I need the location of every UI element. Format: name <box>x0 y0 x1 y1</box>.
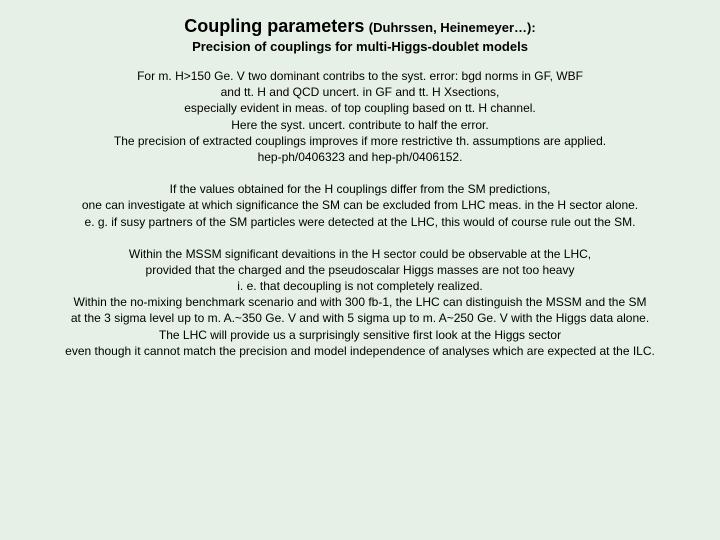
title-line: Coupling parameters (Duhrssen, Heinemeye… <box>18 16 702 37</box>
para1-line6: hep-ph/0406323 and hep-ph/0406152. <box>18 149 702 165</box>
para3-line1: Within the MSSM significant devaitions i… <box>18 246 702 262</box>
paragraph-1: For m. H>150 Ge. V two dominant contribs… <box>18 68 702 165</box>
para2-line1: If the values obtained for the H couplin… <box>18 181 702 197</box>
para1-line4: Here the syst. uncert. contribute to hal… <box>18 117 702 133</box>
paragraph-2: If the values obtained for the H couplin… <box>18 181 702 230</box>
para1-line5: The precision of extracted couplings imp… <box>18 133 702 149</box>
para3-line3: i. e. that decoupling is not completely … <box>18 278 702 294</box>
para1-line2: and tt. H and QCD uncert. in GF and tt. … <box>18 84 702 100</box>
para2-line2: one can investigate at which significanc… <box>18 197 702 213</box>
paragraph-3: Within the MSSM significant devaitions i… <box>18 246 702 359</box>
para3-line6: The LHC will provide us a surprisingly s… <box>18 327 702 343</box>
title-sub: (Duhrssen, Heinemeyer…): <box>369 20 536 35</box>
para1-line3: especially evident in meas. of top coupl… <box>18 100 702 116</box>
subtitle: Precision of couplings for multi-Higgs-d… <box>18 39 702 54</box>
para3-line2: provided that the charged and the pseudo… <box>18 262 702 278</box>
slide: Coupling parameters (Duhrssen, Heinemeye… <box>0 0 720 540</box>
para1-line1: For m. H>150 Ge. V two dominant contribs… <box>18 68 702 84</box>
para3-line4: Within the no-mixing benchmark scenario … <box>18 294 702 310</box>
para3-line7: even though it cannot match the precisio… <box>18 343 702 359</box>
title-main: Coupling parameters <box>184 16 364 36</box>
para3-line5: at the 3 sigma level up to m. A.~350 Ge.… <box>18 310 702 326</box>
para2-line3: e. g. if susy partners of the SM particl… <box>18 214 702 230</box>
